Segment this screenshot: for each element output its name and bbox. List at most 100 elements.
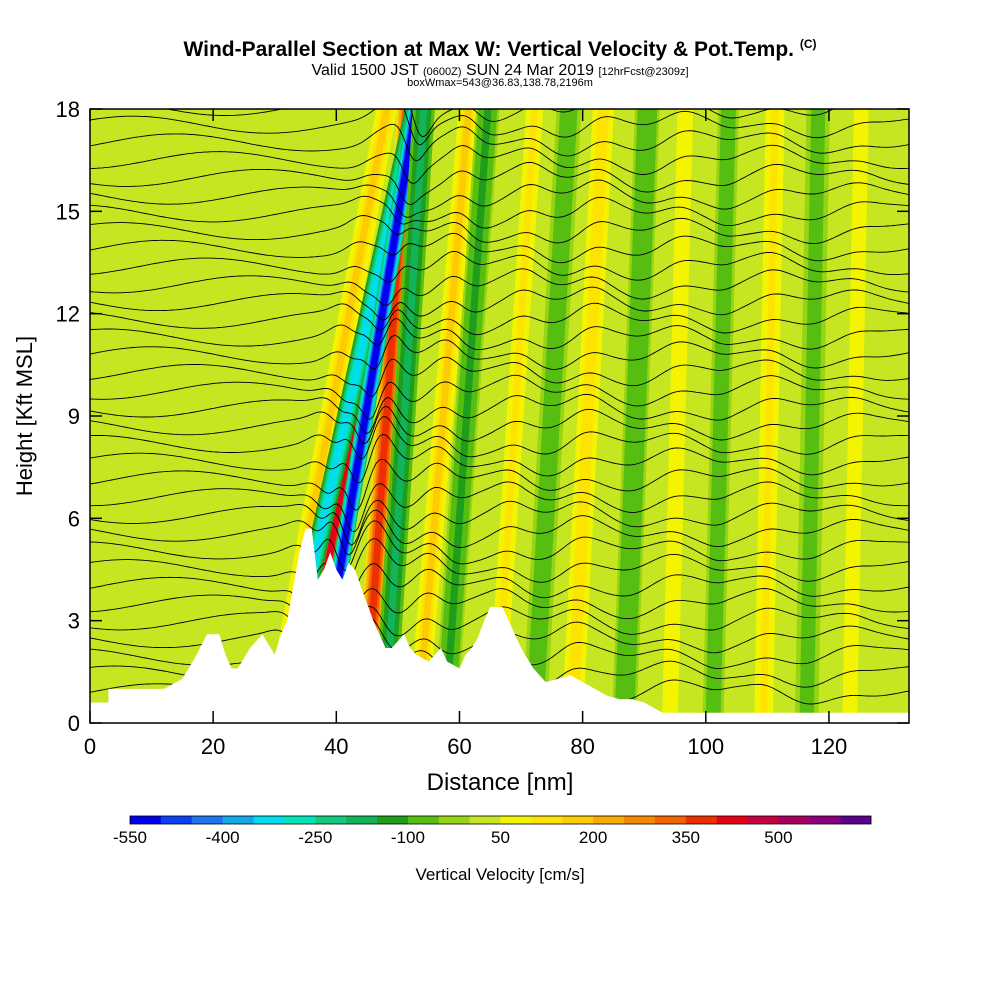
updraft-band (485, 109, 546, 723)
chart-subtitle: Valid 1500 JST (0600Z) SUN 24 Mar 2019 [… (0, 62, 1000, 80)
isentrope (165, 109, 835, 138)
downdraft-band (373, 109, 435, 723)
colorbar-tick-label: 350 (672, 828, 700, 847)
isentrope (90, 250, 909, 283)
colorbar-frame (129, 815, 872, 825)
isentrope (90, 520, 909, 572)
isentrope (90, 458, 909, 511)
colorbar-tick-label: -250 (298, 828, 332, 847)
colorbar-swatch (500, 816, 532, 824)
colorbar-tick-label: 500 (764, 828, 792, 847)
y-tick-label: 9 (68, 404, 80, 429)
isentrope (90, 195, 909, 229)
valid-utc: (0600Z) (422, 66, 462, 78)
isentrope (90, 499, 909, 546)
isentrope (90, 405, 909, 445)
colorbar-tick-label: 50 (491, 828, 510, 847)
isentrope (90, 123, 909, 162)
colorbar-swatch (654, 816, 687, 824)
y-axis-label: Height [Kft MSL] (12, 336, 37, 496)
x-tick-label: 80 (570, 734, 594, 759)
colorbar-swatch (191, 816, 223, 824)
isentrope (90, 302, 909, 336)
y-tick-label: 6 (68, 506, 80, 531)
updraft-band (751, 109, 787, 723)
colorbar-swatch (438, 816, 470, 824)
isentrope (90, 416, 909, 460)
isentrope (90, 356, 909, 397)
chart-title: Wind-Parallel Section at Max W: Vertical… (0, 37, 1000, 62)
forecast-info: [12hrFcst@2309z] (598, 66, 689, 78)
colorbar-swatch (346, 816, 378, 824)
colorbar-swatch (407, 816, 440, 824)
isentrope (90, 161, 909, 206)
x-tick-label: 0 (84, 734, 96, 759)
colorbar: -550 -400 -250 -100 50 200 350 500 (113, 815, 872, 847)
x-tick-label: 20 (201, 734, 225, 759)
colorbar-swatch (377, 816, 409, 824)
updraft-band (837, 109, 874, 723)
colorbar-swatch (562, 816, 594, 824)
colorbar-swatch (624, 816, 656, 824)
x-tick-label: 40 (324, 734, 348, 759)
terrain-mask (90, 528, 909, 723)
potential-temperature-contours (90, 109, 909, 723)
x-tick-label: 120 (811, 734, 848, 759)
colorbar-tick-label: -100 (391, 828, 425, 847)
isentrope (90, 286, 909, 321)
isentrope (90, 144, 909, 185)
colorbar-swatch (593, 816, 625, 824)
isentrope (90, 334, 909, 370)
colorbar-tick-label: 200 (579, 828, 607, 847)
isentrope (90, 588, 909, 643)
isentrope (90, 433, 909, 484)
isentrope (90, 481, 909, 533)
updraft-band (560, 109, 615, 723)
isentrope (90, 318, 909, 351)
colorbar-swatch (315, 816, 347, 824)
isentrope (90, 538, 909, 596)
y-tick-label: 3 (68, 609, 80, 634)
colorbar-label: Vertical Velocity [cm/s] (415, 865, 584, 884)
isentrope (90, 109, 909, 146)
isentrope (90, 374, 909, 420)
x-tick-label: 60 (447, 734, 471, 759)
updraft-band (658, 109, 697, 723)
isentrope (90, 563, 909, 622)
downdraft-band (433, 109, 500, 723)
colorbar-swatch (469, 816, 501, 824)
isentrope (90, 215, 909, 245)
colorbar-swatch (160, 816, 193, 824)
valid-time: Valid 1500 JST (311, 62, 419, 79)
isentrope (90, 179, 909, 218)
valid-date: SUN 24 Mar 2019 (465, 62, 595, 79)
colorbar-swatch (685, 816, 717, 824)
colorbar-swatch (531, 816, 563, 824)
x-axis-label: Distance [nm] (427, 769, 574, 796)
isentrope (90, 232, 909, 264)
colorbar-swatch (778, 816, 810, 824)
y-tick-label: 15 (56, 199, 80, 224)
box-max-info: boxWmax=543@36.83,138.78,2196m (407, 77, 593, 89)
axes: 0 20 40 60 80 100 120 0 3 6 9 12 15 18 (56, 97, 909, 759)
y-tick-label: 18 (56, 97, 80, 122)
colorbar-swatch (222, 816, 254, 824)
colorbar-swatch (840, 816, 872, 824)
y-tick-label: 12 (56, 302, 80, 327)
colorbar-swatch (284, 816, 316, 824)
colorbar-swatch (809, 816, 841, 824)
colorbar-tick-label: -400 (206, 828, 240, 847)
isentrope (90, 268, 909, 306)
colorbar-swatch (130, 816, 162, 824)
colorbar-swatch (716, 816, 748, 824)
colorbar-swatch (253, 816, 285, 824)
colorbar-tick-label: -550 (113, 828, 147, 847)
colorbar-swatch (747, 816, 779, 824)
copyright-mark: (C) (799, 37, 817, 51)
updraft-band (354, 109, 419, 723)
y-tick-label: 0 (68, 711, 80, 736)
downdraft-band (794, 109, 830, 723)
x-tick-label: 100 (687, 734, 724, 759)
isentrope (90, 393, 909, 435)
